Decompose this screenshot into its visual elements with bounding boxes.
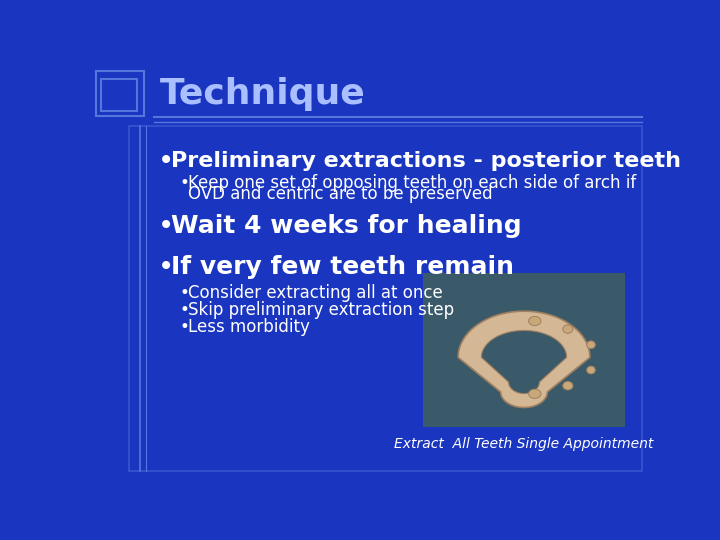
FancyBboxPatch shape (101, 79, 137, 111)
Text: If very few teeth remain: If very few teeth remain (171, 254, 513, 279)
FancyBboxPatch shape (423, 273, 625, 427)
Ellipse shape (563, 381, 573, 390)
Ellipse shape (563, 325, 573, 333)
Text: Wait 4 weeks for healing: Wait 4 weeks for healing (171, 214, 521, 239)
Polygon shape (482, 330, 567, 394)
Text: Preliminary extractions - posterior teeth: Preliminary extractions - posterior teet… (171, 151, 680, 171)
Text: •: • (180, 318, 190, 335)
Ellipse shape (587, 366, 595, 374)
Ellipse shape (528, 316, 541, 326)
Ellipse shape (528, 389, 541, 399)
Text: Skip preliminary extraction step: Skip preliminary extraction step (188, 301, 454, 319)
Text: OVD and centric are to be preserved: OVD and centric are to be preserved (188, 185, 492, 203)
FancyBboxPatch shape (129, 126, 642, 471)
Text: •: • (180, 284, 190, 302)
Text: •: • (158, 213, 174, 240)
Text: •: • (180, 301, 190, 319)
Text: Technique: Technique (160, 77, 366, 111)
Text: •: • (180, 174, 190, 192)
Text: Less morbidity: Less morbidity (188, 318, 310, 335)
FancyBboxPatch shape (96, 71, 144, 116)
Text: •: • (158, 253, 174, 281)
Text: Consider extracting all at once: Consider extracting all at once (188, 284, 442, 302)
Text: Extract  All Teeth Single Appointment: Extract All Teeth Single Appointment (395, 437, 654, 451)
Text: Keep one set of opposing teeth on each side of arch if: Keep one set of opposing teeth on each s… (188, 174, 636, 192)
Text: •: • (158, 147, 174, 175)
Ellipse shape (587, 341, 595, 349)
Polygon shape (458, 311, 590, 408)
